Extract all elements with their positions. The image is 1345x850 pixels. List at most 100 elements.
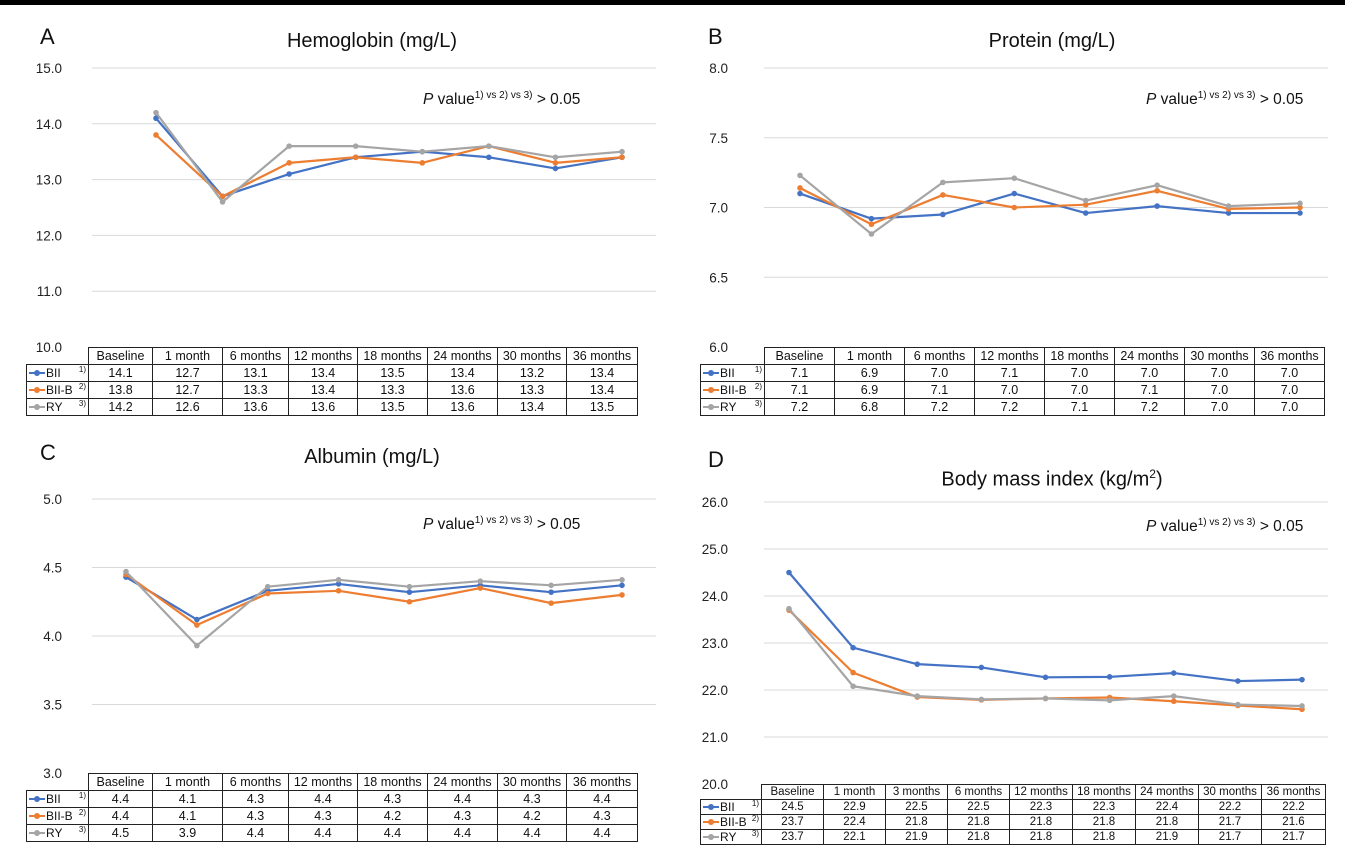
legend-swatch-icon <box>703 404 719 411</box>
table-cell: 4.4 <box>566 824 638 842</box>
table-cell: 13.5 <box>566 398 638 416</box>
table-cell: 4.3 <box>357 790 428 808</box>
table-cell: 13.4 <box>427 364 498 382</box>
column-header: 6 months <box>222 773 289 791</box>
table-cell: 22.3 <box>1009 799 1073 815</box>
table-row: BII 1) 24.5 22.9 22.5 22.5 22.3 22.3 22.4 22.2 22.… <box>700 799 1326 815</box>
legend-superscript: 2) <box>78 382 86 392</box>
legend-label: BII <box>720 365 735 380</box>
table-cell: 12.7 <box>152 381 223 399</box>
series-line-bii-b <box>155 134 623 198</box>
y-tick-label: 22.0 <box>702 683 728 698</box>
table-header-row: Baseline 1 month 6 months 12 months 18 month… <box>27 773 638 791</box>
legend-swatch-icon <box>703 387 719 394</box>
table-cell: 4.4 <box>222 824 289 842</box>
data-point-bii-b <box>940 192 946 198</box>
panel-c-albumin: C Albumin (mg/L) P value1) vs 2) vs 3) >… <box>0 425 672 850</box>
table-row: BII 1) 14.1 12.7 13.1 13.4 13.5 13.4 13.2 13.4 <box>26 364 638 382</box>
column-header: 12 months <box>1009 784 1073 800</box>
data-point-bii <box>1154 203 1160 209</box>
panel-c-plot: 3.0 3.5 4.0 4.5 5.0 <box>43 492 656 781</box>
data-point-ry <box>1299 703 1305 709</box>
column-header: 6 months <box>947 784 1010 800</box>
column-header: 24 months <box>1135 784 1199 800</box>
y-tick-label: 15.0 <box>36 61 62 76</box>
table-row: BII 1) 4.4 4.1 4.3 4.4 4.3 4.4 4.3 4.4 <box>26 790 638 808</box>
legend-label: BII-B <box>46 382 73 397</box>
y-tick-label: 10.0 <box>36 340 62 355</box>
data-point-bii <box>619 582 625 589</box>
data-point-ry <box>1106 697 1113 704</box>
legend-swatch-icon <box>29 813 45 820</box>
table-cell: 7.0 <box>1254 398 1325 416</box>
table-cell: 22.2 <box>1198 799 1262 815</box>
data-point-bii <box>1042 674 1049 681</box>
data-point-bii-b <box>352 154 359 161</box>
legend-swatch-icon <box>703 370 719 377</box>
table-cell: 4.3 <box>497 790 567 808</box>
data-point-bii-b <box>1082 201 1089 208</box>
data-point-bii <box>335 581 342 587</box>
data-point-ry <box>406 583 413 590</box>
table-cell: 4.1 <box>152 790 223 808</box>
column-header: Baseline <box>88 347 153 365</box>
y-tick-label: 11.0 <box>37 284 62 299</box>
data-point-ry <box>786 605 792 612</box>
y-tick-label: 3.0 <box>43 766 62 781</box>
y-tick-label: 13.0 <box>36 173 62 188</box>
table-cell: 4.4 <box>357 824 428 842</box>
table-cell: 4.4 <box>427 824 498 842</box>
table-cell: 6.9 <box>834 364 905 382</box>
series-line-bii-b <box>799 186 1301 226</box>
data-point-ry <box>940 179 946 186</box>
data-point-ry <box>619 148 625 155</box>
legend-superscript: 2) <box>754 382 762 392</box>
legend-entry: BII-B 2) <box>700 814 762 830</box>
data-point-bii <box>1235 678 1241 684</box>
column-header: 30 months <box>1198 784 1262 800</box>
table-cell: 13.8 <box>88 381 153 399</box>
y-tick-label: 21.0 <box>702 730 728 745</box>
table-row: RY 3) 14.2 12.6 13.6 13.6 13.5 13.6 13.4 13.5 <box>26 398 638 416</box>
table-cell: 7.0 <box>1184 398 1255 416</box>
table-cell: 7.2 <box>904 398 975 416</box>
table-cell: 4.4 <box>288 790 358 808</box>
table-cell: 7.2 <box>974 398 1045 416</box>
legend-entry: BII 1) <box>700 364 765 382</box>
column-header: 30 months <box>497 773 567 791</box>
panel-a-hemoglobin: A Hemoglobin (mg/L) P value1) vs 2) vs 3… <box>0 0 672 425</box>
column-header: 18 months <box>357 347 428 365</box>
table-cell: 13.4 <box>566 381 638 399</box>
data-point-bii <box>486 154 492 161</box>
table-cell: 7.2 <box>764 398 835 416</box>
legend-entry: RY 3) <box>700 829 762 845</box>
y-tick-label: 4.0 <box>43 629 62 644</box>
table-cell: 7.1 <box>974 364 1045 382</box>
data-point-bii-b <box>153 132 159 138</box>
legend-label: BII <box>46 365 61 380</box>
panel-b-letter: B <box>708 24 723 49</box>
table-row: BII-B 2) 23.7 22.4 21.8 21.8 21.8 21.8 21.8 21.7 2… <box>700 814 1326 830</box>
table-cell: 4.2 <box>357 807 428 825</box>
legend-swatch-icon <box>29 387 45 394</box>
table-row: RY 3) 7.2 6.8 7.2 7.2 7.1 7.2 7.0 7.0 <box>700 398 1325 416</box>
table-cell: 12.7 <box>152 364 223 382</box>
table-cell: 7.0 <box>1254 364 1325 382</box>
legend-swatch-icon <box>703 834 719 841</box>
y-tick-label: 6.0 <box>709 340 728 355</box>
data-point-bii-b <box>1154 187 1160 194</box>
data-point-bii-b <box>406 598 413 605</box>
panel-d-title: Body mass index (kg/m2) <box>941 467 1163 491</box>
data-point-bii <box>286 171 292 177</box>
data-point-bii <box>1297 210 1303 216</box>
table-cell: 13.6 <box>427 398 498 416</box>
table-cell: 14.1 <box>88 364 153 382</box>
data-point-bii-b <box>619 154 625 161</box>
table-cell: 4.3 <box>222 807 289 825</box>
table-cell: 7.1 <box>1044 398 1115 416</box>
panel-b-p-value: P value1) vs 2) vs 3) > 0.05 <box>1146 90 1304 109</box>
data-point-bii-b <box>619 592 625 598</box>
y-tick-label: 7.5 <box>709 131 728 146</box>
data-point-ry <box>1011 175 1018 182</box>
table-cell: 7.0 <box>1044 364 1115 382</box>
